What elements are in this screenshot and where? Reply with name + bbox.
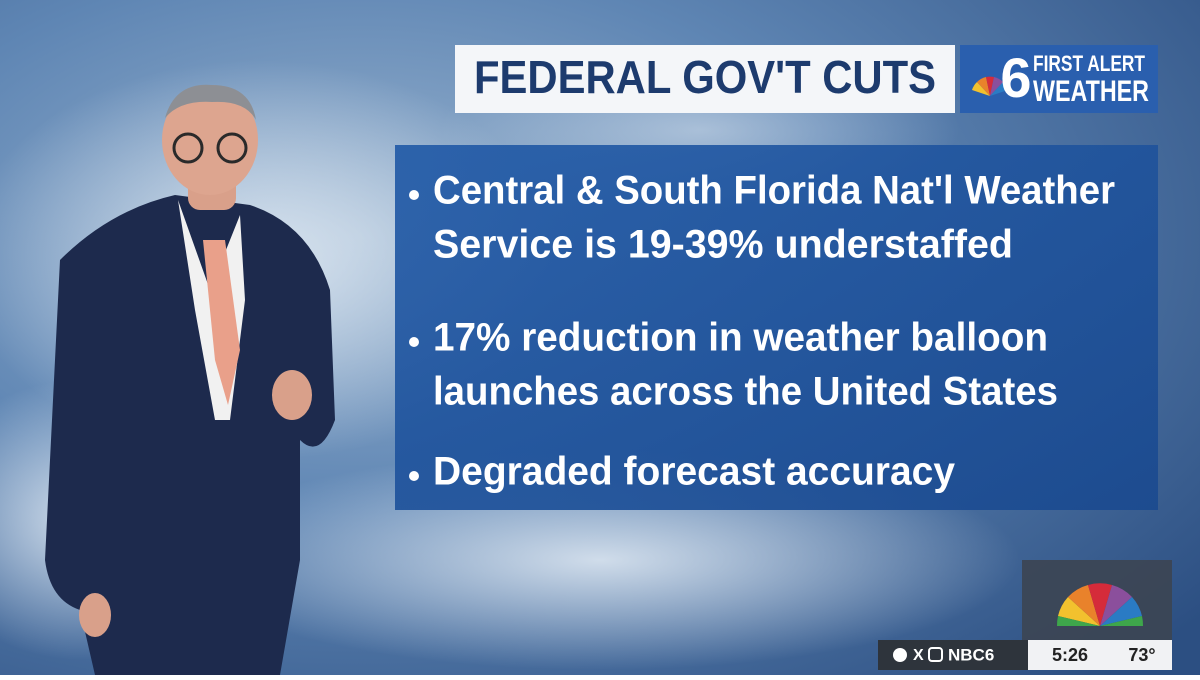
bullet-text: Service is 19-39% understaffed xyxy=(433,223,1013,267)
title-bar xyxy=(455,45,955,113)
bug-temperature: 73° xyxy=(1128,645,1155,665)
title: FEDERAL GOV'T CUTS xyxy=(474,51,936,103)
bullet-text: launches across the United States xyxy=(433,370,1058,414)
bullet-text: 17% reduction in weather balloon xyxy=(433,316,1048,360)
bug-handle: NBC6 xyxy=(948,645,994,664)
social-icons: X xyxy=(893,647,943,664)
bug-time: 5:26 xyxy=(1052,645,1088,665)
bug-clock xyxy=(1028,640,1172,670)
bullet-panel xyxy=(395,145,1158,510)
logo-number: 6 xyxy=(1000,46,1031,109)
bullet-dot xyxy=(409,190,419,200)
bullet-text: Central & South Florida Nat'l Weather xyxy=(433,169,1115,213)
peacock-bug xyxy=(1056,583,1144,626)
bullet-dot xyxy=(409,337,419,347)
svg-text:X: X xyxy=(913,647,924,664)
bullet-text: Degraded forecast accuracy xyxy=(433,450,956,494)
bullet-dot xyxy=(409,471,419,481)
presenter xyxy=(45,84,335,675)
logo-line: FIRST ALERT xyxy=(1033,51,1145,76)
peacock-logo xyxy=(972,76,1008,96)
logo-line: WEATHER xyxy=(1033,75,1149,108)
